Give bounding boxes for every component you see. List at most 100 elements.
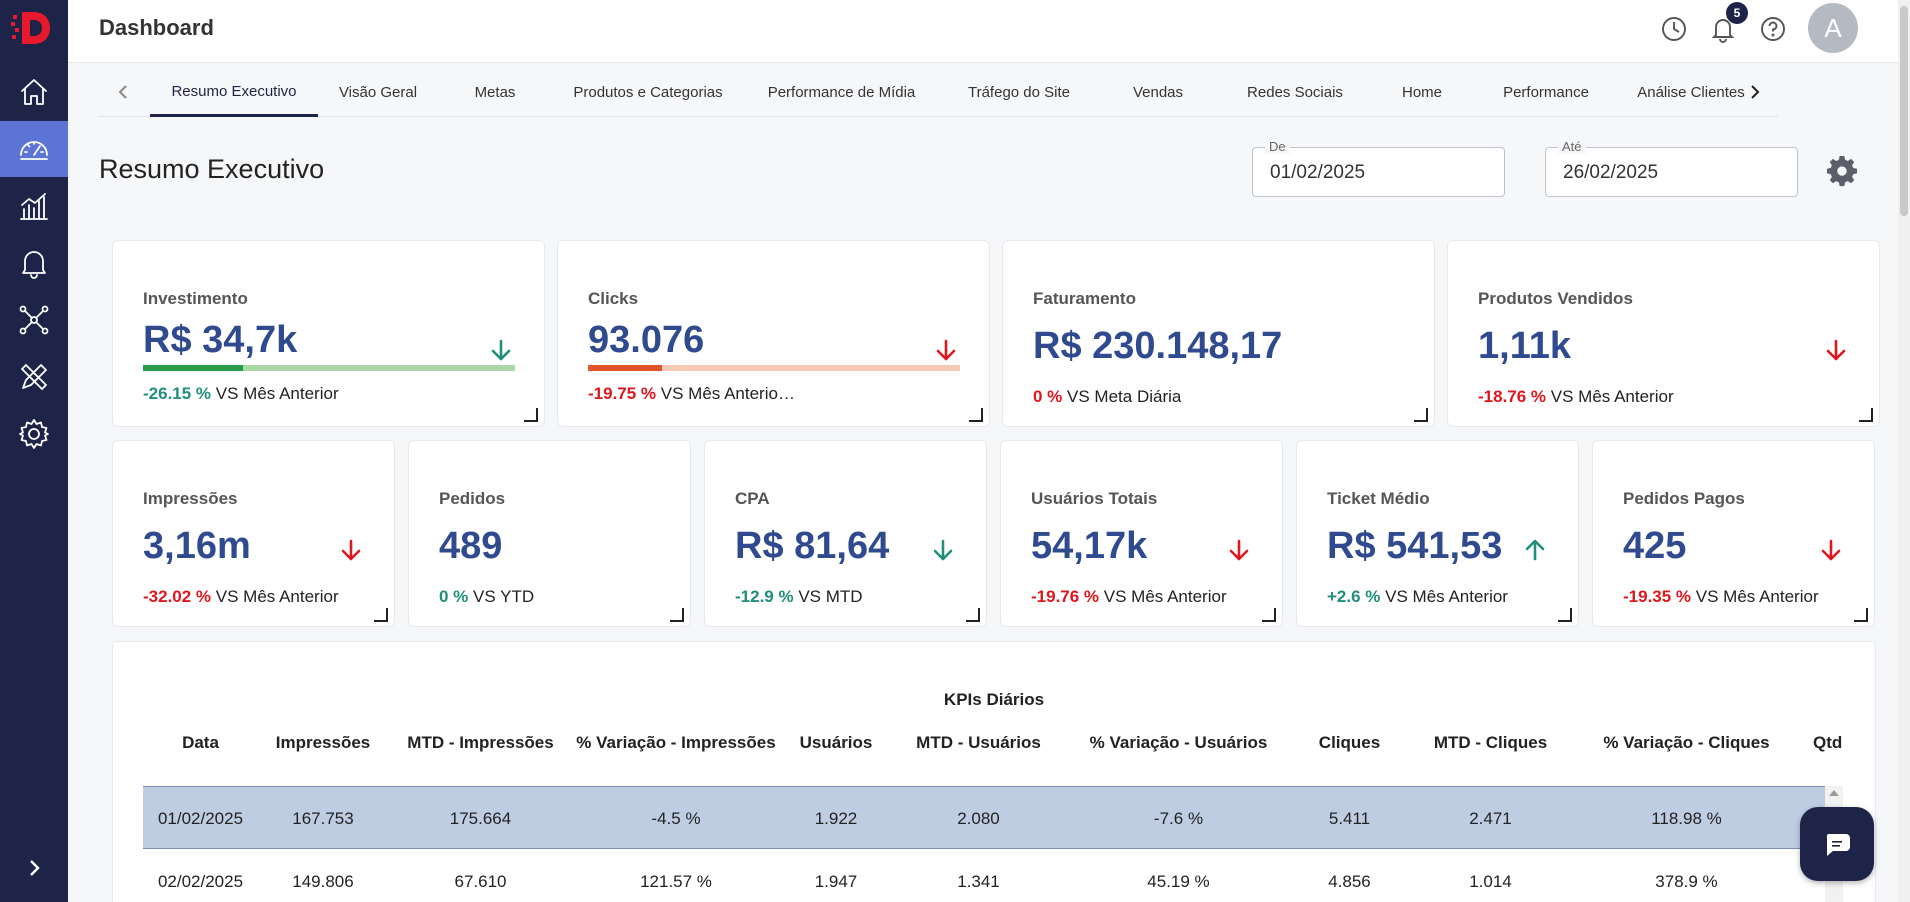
expand-sidebar-button[interactable] — [0, 848, 68, 888]
kpi-comparison: -32.02 % VS Mês Anterior — [143, 587, 339, 607]
notifications-button[interactable]: 5 — [1706, 2, 1748, 46]
table-cell: 167.753 — [292, 808, 354, 828]
network-icon — [19, 305, 49, 335]
nav-settings[interactable] — [0, 406, 68, 462]
home-icon — [21, 79, 47, 105]
kpi-comparison: -19.76 % VS Mês Anterior — [1031, 587, 1227, 607]
kpi-delta: -18.76 % — [1478, 387, 1547, 406]
tab-visao-geral[interactable]: Visão Geral — [338, 84, 418, 101]
tab-resumo-executivo[interactable]: Resumo Executivo — [150, 68, 318, 117]
kpi-delta: -32.02 % — [143, 587, 212, 606]
table-cell: 1.922 — [814, 808, 858, 828]
kpi-label: Ticket Médio — [1327, 489, 1430, 508]
tab-bar: Resumo Executivo Visão Geral Metas Produ… — [98, 68, 1778, 117]
design-tools-icon — [21, 364, 47, 390]
tab-redes-sociais[interactable]: Redes Sociais — [1247, 84, 1343, 101]
column-header[interactable]: Impressões — [275, 733, 371, 752]
column-header[interactable]: MTD - Usuários — [916, 733, 1041, 752]
page-scrollbar[interactable] — [1898, 0, 1910, 902]
chat-button[interactable] — [1800, 807, 1874, 881]
table-row[interactable]: 01/02/2025 167.753 175.664 -4.5 % 1.922 2.080… — [143, 786, 1827, 849]
page-settings-button[interactable] — [1826, 156, 1858, 188]
date-to-label: Até — [1558, 139, 1586, 154]
nav-home[interactable] — [0, 64, 68, 120]
date-to-field[interactable]: Até 26/02/2025 — [1545, 139, 1798, 197]
resize-handle[interactable] — [1854, 608, 1868, 622]
date-from-field[interactable]: De 01/02/2025 — [1252, 139, 1505, 197]
table-cell: -4.5 % — [651, 808, 701, 828]
kpi-comparison-label: VS Mês Anterior — [215, 587, 339, 606]
date-to-value: 26/02/2025 — [1563, 162, 1659, 183]
resize-handle[interactable] — [1558, 608, 1572, 622]
tab-metas[interactable]: Metas — [474, 84, 516, 101]
tabs-scroll-right[interactable] — [1742, 80, 1766, 104]
resize-handle[interactable] — [1859, 408, 1873, 422]
resize-handle[interactable] — [374, 608, 388, 622]
kpi-value: R$ 34,7k — [143, 319, 298, 361]
sidebar — [0, 0, 68, 902]
kpi-card-usuarios-totais[interactable]: Usuários Totais 54,17k -19.76 % VS Mês Ant… — [1000, 440, 1283, 627]
table-cell: 2.471 — [1469, 808, 1512, 828]
tab-trafego-site[interactable]: Tráfego do Site — [967, 84, 1070, 101]
kpi-value: 3,16m — [143, 525, 251, 567]
kpi-value: 54,17k — [1031, 525, 1148, 567]
kpi-comparison-label: VS Mês Anterior — [1695, 587, 1819, 606]
kpi-value: R$ 81,64 — [735, 525, 890, 567]
kpi-comparison-label: VS Mês Anterio… — [660, 384, 795, 403]
kpi-card-clicks[interactable]: Clicks 93.076 -19.75 % VS Mês Anterio… — [557, 240, 990, 427]
kpi-card-faturamento[interactable]: Faturamento R$ 230.148,17 0 % VS Meta Diár… — [1002, 240, 1435, 427]
history-button[interactable] — [1657, 12, 1691, 46]
column-header[interactable]: Cliques — [1318, 733, 1381, 752]
nav-design[interactable] — [0, 349, 68, 405]
column-header[interactable]: MTD - Cliques — [1433, 733, 1548, 752]
nav-integrations[interactable] — [0, 292, 68, 348]
tab-produtos-categorias[interactable]: Produtos e Categorias — [573, 84, 723, 101]
nav-reports[interactable] — [0, 178, 68, 234]
resize-handle[interactable] — [670, 608, 684, 622]
arrow-down-icon — [1823, 337, 1849, 363]
column-header[interactable]: Data — [182, 733, 219, 752]
nav-alerts[interactable] — [0, 235, 68, 291]
kpi-label: Pedidos Pagos — [1623, 489, 1745, 508]
tab-performance-midia[interactable]: Performance de Mídia — [767, 84, 916, 101]
kpi-card-impressoes[interactable]: Impressões 3,16m -32.02 % VS Mês Anterior — [112, 440, 395, 627]
brand-logo[interactable] — [10, 6, 54, 50]
resize-handle[interactable] — [1262, 608, 1276, 622]
kpi-card-pedidos[interactable]: Pedidos 489 0 % VS YTD — [408, 440, 691, 627]
tab-analise-clientes[interactable]: Análise Clientes — [1637, 84, 1745, 101]
table-cell: 149.806 — [292, 871, 354, 891]
kpi-card-ticket-medio[interactable]: Ticket Médio R$ 541,53 +2.6 % VS Mês Anter… — [1296, 440, 1579, 627]
kpi-card-investimento[interactable]: Investimento R$ 34,7k -26.15 % VS Mês Ante… — [112, 240, 545, 427]
tab-performance[interactable]: Performance — [1503, 84, 1589, 101]
kpi-card-cpa[interactable]: CPA R$ 81,64 -12.9 % VS MTD — [704, 440, 987, 627]
bell-icon — [22, 251, 46, 279]
avatar[interactable]: A — [1808, 3, 1858, 53]
progress-bar — [143, 365, 515, 371]
table-row[interactable]: 02/02/2025 149.806 67.610 121.57 % 1.947 1.34… — [143, 850, 1827, 902]
column-header[interactable]: % Variação - Impressões — [576, 733, 776, 752]
column-header[interactable]: Qtd d — [1813, 733, 1843, 752]
column-header[interactable]: Usuários — [799, 733, 873, 752]
table-cell: 01/02/2025 — [157, 808, 244, 828]
tab-vendas[interactable]: Vendas — [1132, 84, 1184, 101]
tab-home[interactable]: Home — [1401, 84, 1442, 101]
kpi-card-produtos-vendidos[interactable]: Produtos Vendidos 1,11k -18.76 % VS Mês An… — [1447, 240, 1880, 427]
tabs-scroll-left[interactable] — [112, 80, 136, 104]
resize-handle[interactable] — [966, 608, 980, 622]
kpi-value: R$ 230.148,17 — [1033, 325, 1283, 367]
kpi-label: Faturamento — [1033, 289, 1136, 308]
resize-handle[interactable] — [969, 408, 983, 422]
column-header[interactable]: MTD - Impressões — [407, 733, 554, 752]
table-cell: 4.856 — [1328, 871, 1371, 891]
resize-handle[interactable] — [1414, 408, 1428, 422]
help-button[interactable] — [1756, 12, 1790, 46]
nav-dashboard[interactable] — [0, 121, 68, 177]
kpi-card-pedidos-pagos[interactable]: Pedidos Pagos 425 -19.35 % VS Mês Anterior — [1592, 440, 1875, 627]
resize-handle[interactable] — [524, 408, 538, 422]
bell-icon — [1711, 19, 1735, 43]
column-header[interactable]: % Variação - Usuários — [1089, 733, 1268, 752]
column-header[interactable]: % Variação - Cliques — [1603, 733, 1770, 752]
settings-icon — [19, 419, 49, 449]
kpi-label: Impressões — [143, 489, 238, 508]
chevron-right-icon — [30, 860, 40, 876]
